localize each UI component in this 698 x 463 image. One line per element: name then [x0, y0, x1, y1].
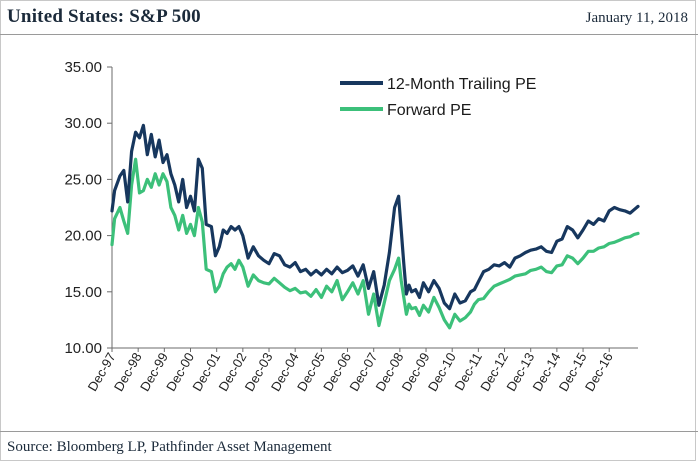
chart-legend: 12-Month Trailing PE Forward PE — [340, 76, 536, 119]
y-tick-label: 10.00 — [64, 340, 102, 357]
legend-label-forward: Forward PE — [387, 102, 471, 119]
y-tick-label: 25.00 — [64, 171, 102, 188]
report-date: January 11, 2018 — [585, 10, 688, 26]
page-title: United States: S&P 500 — [7, 6, 201, 27]
legend-label-trailing: 12-Month Trailing PE — [387, 76, 536, 93]
y-axis-ticks: 10.00 15.00 20.00 25.00 30.00 35.00 — [64, 59, 112, 357]
y-tick-label: 15.00 — [64, 284, 102, 301]
series-line-trailing — [110, 123, 640, 311]
footer-divider — [0, 431, 698, 432]
source-note: Source: Bloomberg LP, Pathfinder Asset M… — [7, 439, 332, 455]
chart-series — [110, 123, 640, 330]
series-line-forward — [110, 157, 640, 330]
y-tick-label: 35.00 — [64, 59, 102, 76]
pe-line-chart: 10.00 15.00 20.00 25.00 30.00 35.00 Dec-97Dec… — [64, 59, 640, 394]
y-tick-label: 30.00 — [64, 115, 102, 132]
x-axis-ticks: Dec-97Dec-98Dec-99Dec-00Dec-01Dec-02Dec-… — [85, 348, 616, 394]
y-tick-label: 20.00 — [64, 228, 102, 245]
header-divider — [0, 34, 698, 35]
